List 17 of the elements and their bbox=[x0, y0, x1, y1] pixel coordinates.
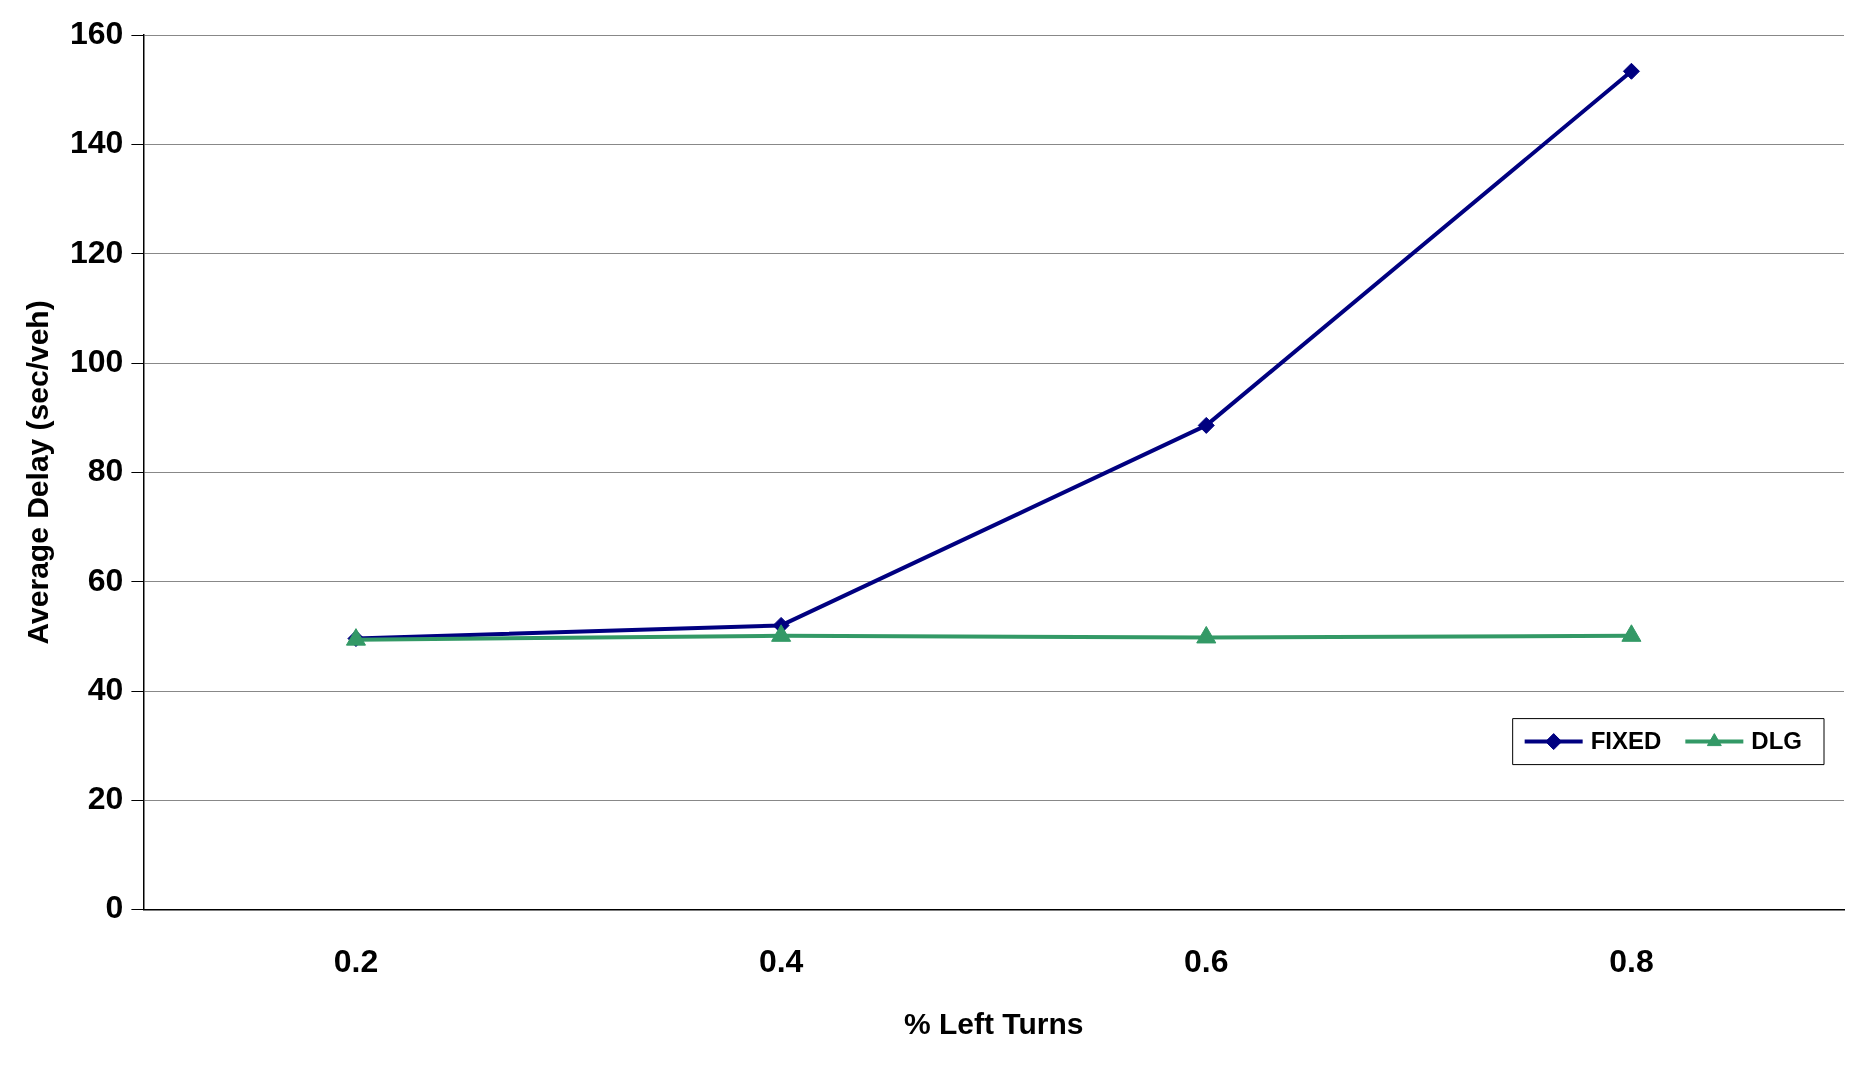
legend-label: DLG bbox=[1751, 727, 1803, 755]
x-tick-label: 0.4 bbox=[758, 942, 804, 979]
x-tick-label: 0.6 bbox=[1184, 942, 1229, 979]
y-tick-label: 0 bbox=[105, 889, 124, 926]
y-tick-label: 160 bbox=[70, 15, 124, 52]
y-tick-label: 100 bbox=[70, 342, 124, 379]
y-tick-label: 20 bbox=[87, 780, 124, 817]
y-axis-title: Average Delay (sec/veh) bbox=[21, 300, 55, 645]
legend-label: FIXED bbox=[1590, 727, 1662, 755]
x-tick-label: 0.2 bbox=[333, 942, 379, 979]
y-tick-label: 40 bbox=[87, 670, 124, 707]
y-tick-label: 60 bbox=[87, 561, 124, 598]
y-tick-label: 140 bbox=[70, 124, 124, 161]
y-tick-label: 120 bbox=[70, 233, 124, 270]
y-tick-label: 80 bbox=[87, 452, 124, 489]
x-axis-title: % Left Turns bbox=[903, 1007, 1084, 1041]
x-tick-label: 0.8 bbox=[1609, 942, 1654, 979]
